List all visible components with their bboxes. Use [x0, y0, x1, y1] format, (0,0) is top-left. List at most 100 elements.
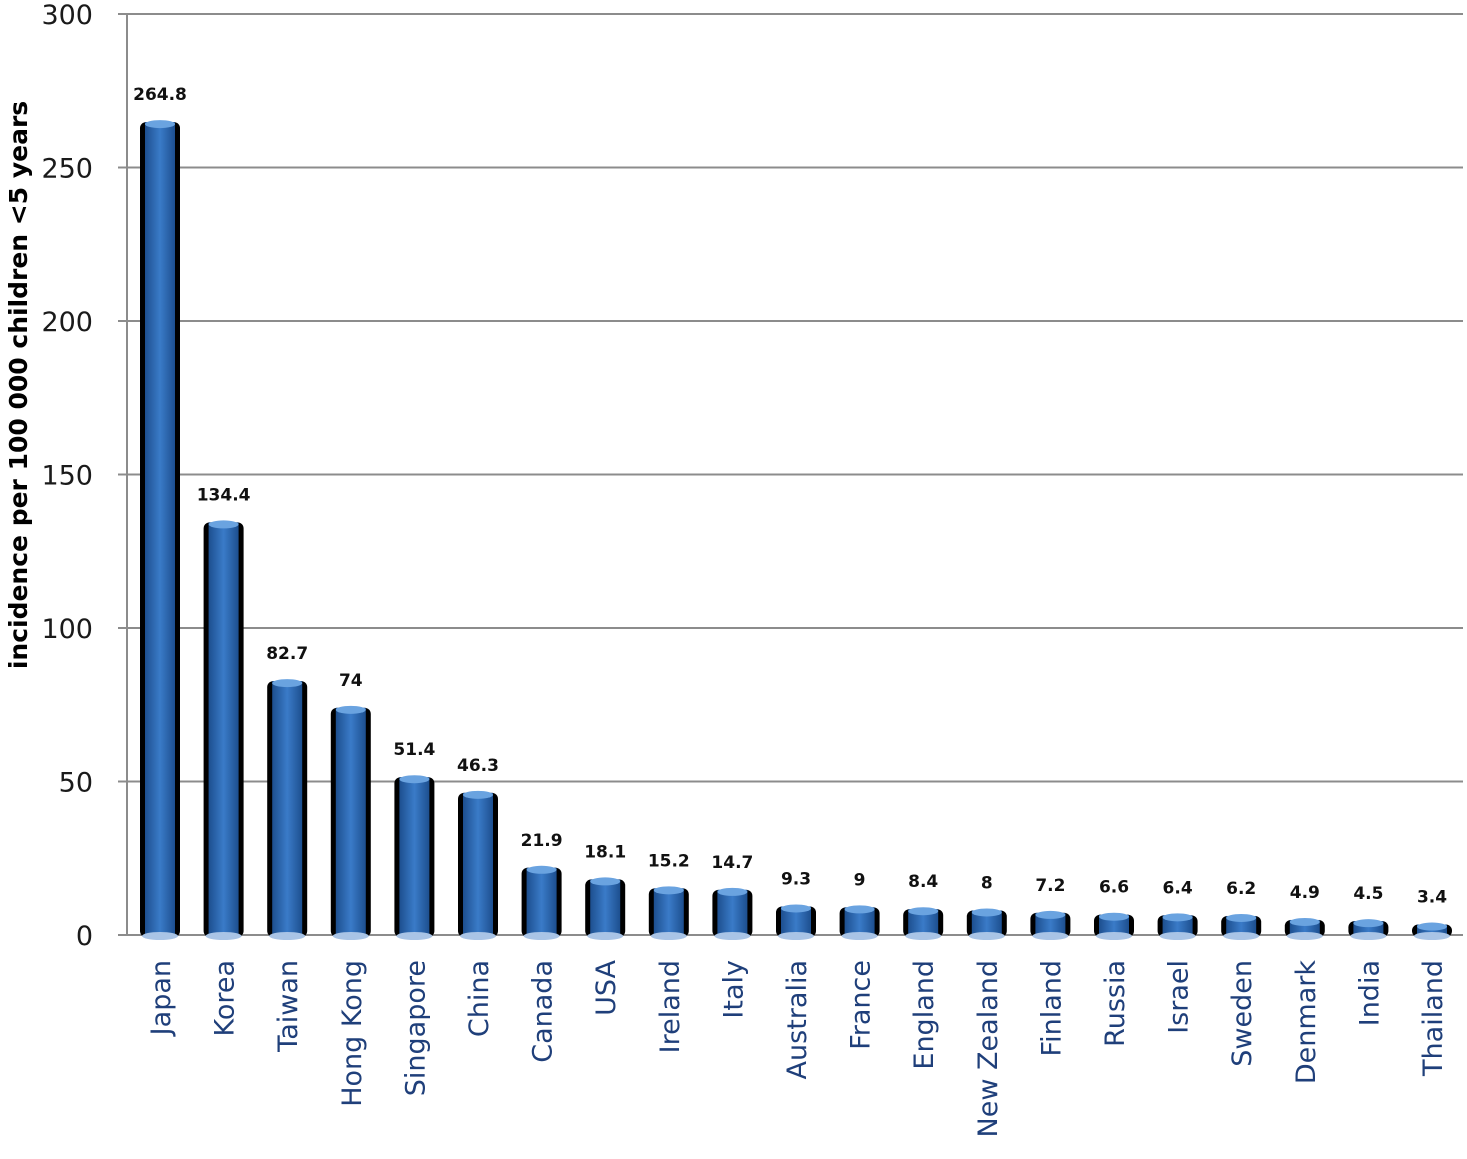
bar — [717, 889, 748, 935]
data-label: 3.4 — [1417, 888, 1447, 908]
x-tick-label: Finland — [1036, 960, 1067, 1056]
y-axis-ticks: 0 50 100 150 200 250 300 — [41, 0, 93, 952]
data-label: 6.4 — [1163, 878, 1193, 898]
data-label: 4.9 — [1290, 883, 1320, 903]
data-label: 15.2 — [648, 851, 690, 871]
bar-base — [1286, 932, 1323, 940]
x-tick-label: Korea — [210, 960, 241, 1037]
bar-cap — [781, 904, 811, 913]
y-tick-label: 100 — [41, 614, 93, 645]
data-label: 51.4 — [393, 740, 435, 760]
bar-base — [968, 932, 1005, 940]
bar — [526, 867, 557, 935]
bar-base — [841, 932, 878, 940]
bar — [335, 707, 366, 935]
y-tick-label: 150 — [41, 461, 93, 492]
x-tick-label: England — [909, 960, 940, 1070]
bars — [140, 120, 1452, 940]
bar-base — [1223, 932, 1260, 940]
gridlines — [118, 13, 1463, 936]
bar — [208, 522, 239, 935]
x-tick-label: Thailand — [1418, 960, 1449, 1077]
bar-cap — [844, 905, 875, 914]
bar-cap — [463, 790, 493, 799]
bar-cap — [526, 865, 557, 874]
bar-base — [523, 932, 560, 940]
bar-cap — [1226, 913, 1257, 922]
x-tick-label: Australia — [782, 960, 813, 1079]
category-labels: Japan Korea Taiwan Hong Kong Singapore China C… — [146, 959, 1449, 1137]
data-label: 21.9 — [521, 831, 563, 851]
bar-base — [332, 932, 369, 940]
data-label: 8 — [981, 873, 993, 893]
bar-cap — [653, 886, 684, 895]
bar-cap — [1099, 912, 1129, 921]
bar-base — [1159, 932, 1196, 940]
y-tick-label: 200 — [41, 307, 93, 338]
x-tick-label: Sweden — [1227, 960, 1258, 1067]
y-tick-label: 300 — [41, 0, 93, 31]
x-tick-label: Hong Kong — [337, 960, 368, 1107]
bar-cap — [1417, 922, 1447, 931]
bar — [399, 777, 430, 935]
x-tick-label: Japan — [146, 960, 177, 1037]
bar-base — [269, 932, 306, 940]
x-tick-label: USA — [591, 959, 622, 1015]
x-tick-label: Denmark — [1291, 960, 1322, 1084]
bar-base — [142, 932, 178, 940]
data-label: 134.4 — [197, 485, 251, 505]
y-tick-label: 50 — [59, 768, 93, 799]
bar-cap — [590, 877, 621, 886]
bar — [145, 122, 175, 935]
bar-cap — [208, 520, 239, 529]
bar-base — [778, 932, 814, 940]
bar-cap — [399, 775, 430, 784]
bar-base — [1096, 932, 1132, 940]
bar-base — [205, 932, 242, 940]
x-tick-label: Canada — [528, 960, 559, 1063]
x-tick-label: Israel — [1164, 960, 1195, 1034]
bar-base — [905, 932, 942, 940]
bar-cap — [145, 120, 175, 129]
data-label: 8.4 — [908, 872, 938, 892]
bar-cap — [272, 679, 303, 688]
bar-base — [714, 932, 751, 940]
bar-base — [1414, 932, 1450, 940]
x-tick-label: France — [846, 960, 877, 1050]
data-label: 6.2 — [1226, 879, 1256, 899]
bar — [1035, 912, 1066, 935]
y-axis-title: incidence per 100 000 children <5 years — [4, 101, 33, 669]
bar-cap — [1162, 913, 1193, 922]
bar-base — [1032, 932, 1069, 940]
data-labels: 264.8 134.4 82.7 74 51.4 46.3 21.9 18.1 15.2 14.7… — [133, 85, 1447, 907]
bar — [272, 681, 303, 935]
x-tick-label: Singapore — [400, 960, 431, 1096]
bar — [463, 792, 493, 935]
data-label: 82.7 — [266, 644, 308, 664]
bar-cap — [1035, 910, 1066, 919]
data-label: 46.3 — [457, 756, 499, 776]
x-tick-label: Ireland — [655, 960, 686, 1053]
bar-cap — [971, 908, 1002, 917]
bar-base — [587, 932, 624, 940]
data-label: 9 — [854, 870, 866, 890]
data-label: 18.1 — [584, 842, 626, 862]
bar-base — [650, 932, 687, 940]
data-label: 6.6 — [1099, 878, 1129, 898]
x-tick-label: India — [1354, 960, 1385, 1026]
data-label: 14.7 — [711, 853, 753, 873]
bar-base — [396, 932, 433, 940]
bar-cap — [717, 887, 748, 896]
bar-cap — [908, 907, 939, 916]
data-label: 4.5 — [1353, 884, 1383, 904]
bar-cap — [1353, 919, 1384, 928]
bar-base — [460, 932, 496, 940]
bar — [653, 888, 684, 935]
data-label: 9.3 — [781, 869, 811, 889]
y-tick-label: 0 — [76, 921, 93, 952]
x-tick-label: Taiwan — [273, 960, 304, 1053]
x-tick-label: Italy — [718, 960, 749, 1019]
bar-cap — [1289, 917, 1320, 926]
